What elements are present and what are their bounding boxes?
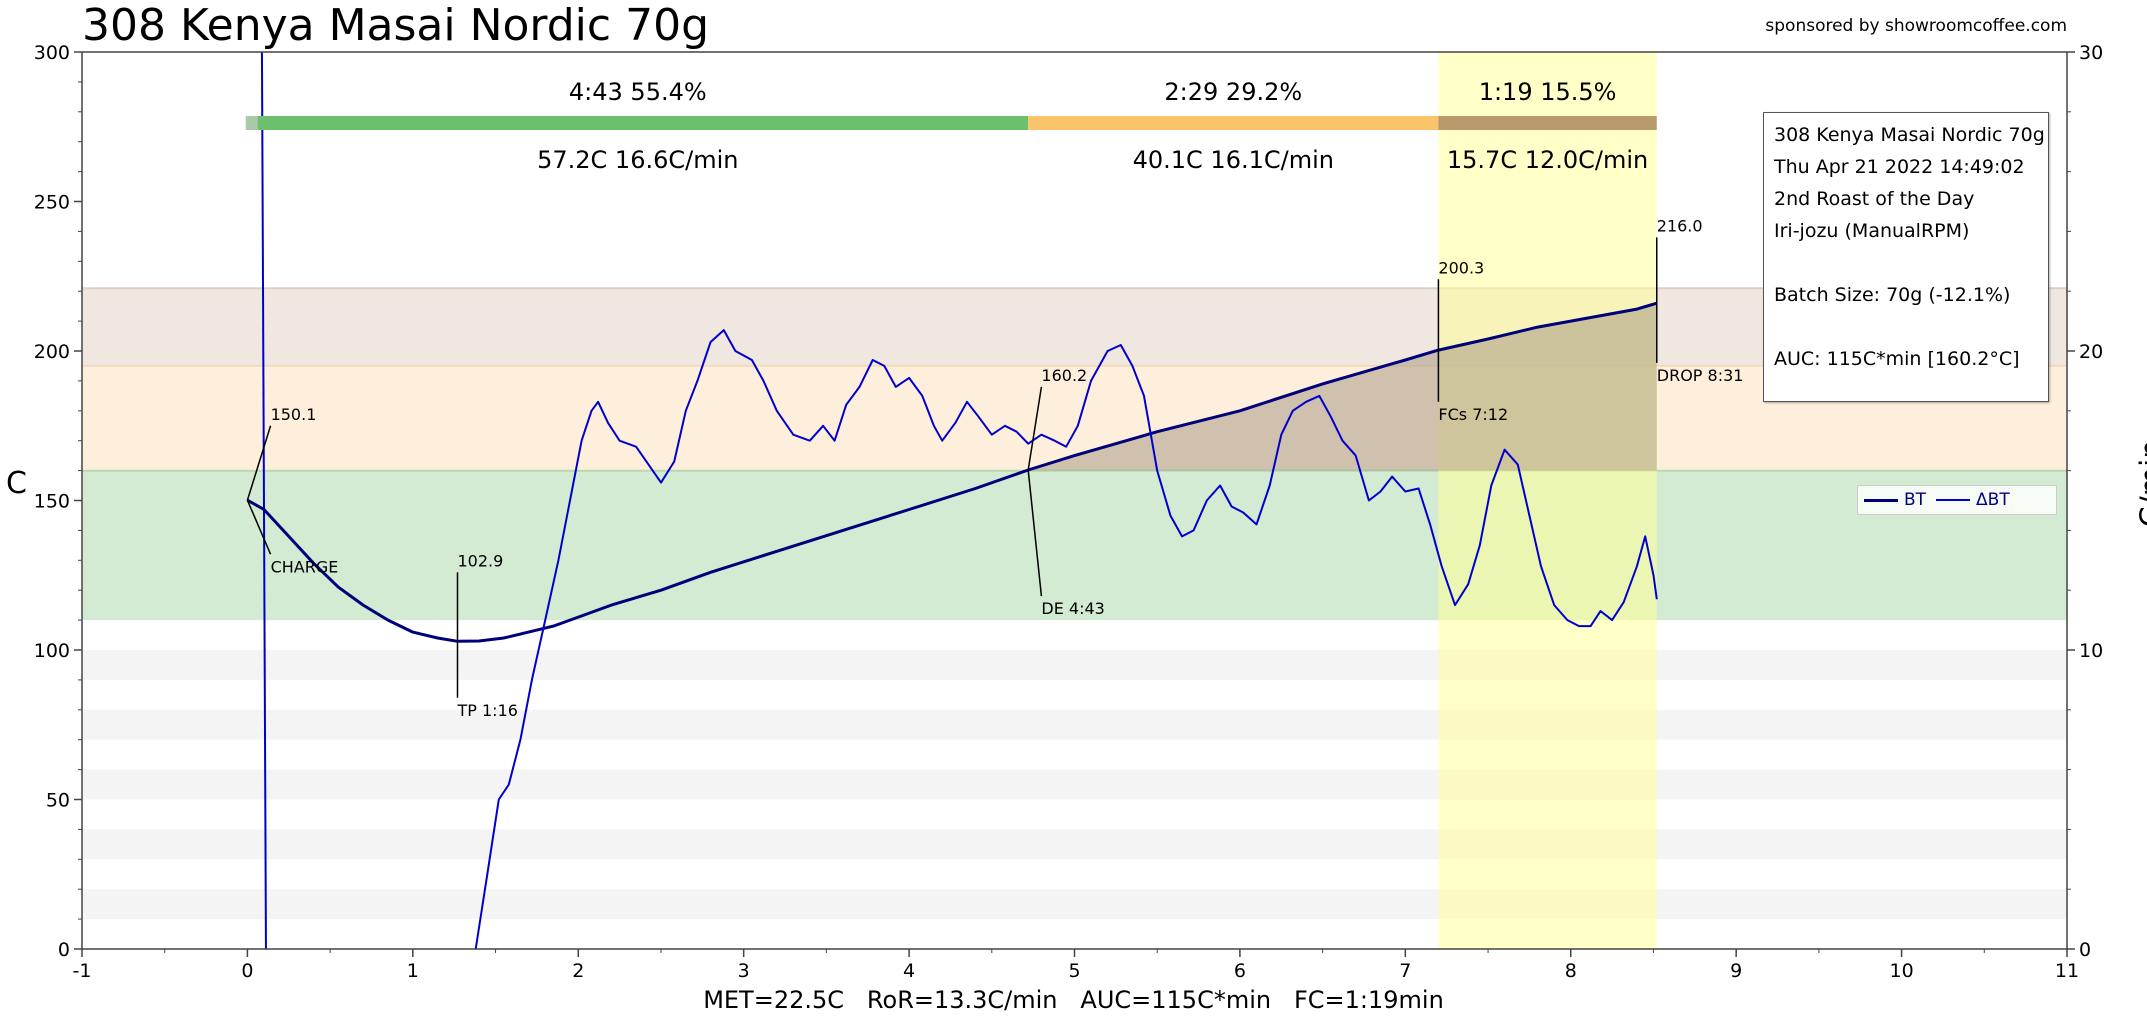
series-line-ΔBT	[474, 329, 1658, 950]
chart-title: 308 Kenya Masai Nordic 70g	[82, 0, 709, 51]
grid-stripe	[82, 829, 2067, 860]
sponsor-text: sponsored by showroomcoffee.com	[1765, 16, 2067, 36]
legend-item: ΔBT	[1936, 490, 2010, 510]
info-line: Thu Apr 21 2022 14:49:02	[1774, 156, 2025, 178]
annotation-label: FCs 7:12	[1438, 405, 1508, 424]
x-tick-label: 11	[2055, 960, 2079, 982]
annotation-label: 102.9	[457, 551, 503, 570]
y2-tick-label: 20	[2079, 341, 2103, 363]
phase-rate-label: 40.1C 16.1C/min	[1133, 146, 1334, 174]
charge-line	[260, 51, 267, 950]
legend-item: BT	[1864, 490, 1926, 510]
chart-series	[246, 51, 1658, 950]
chart-annotations: 150.1 CHARGE 102.9 TP 1:16 160.2 DE 4:43 200.3…	[246, 216, 1744, 720]
grid-stripe	[82, 650, 2067, 680]
band-0	[82, 470, 2067, 621]
legend: BT ΔBT	[1857, 485, 2057, 515]
x-tick-label: 5	[1068, 960, 1080, 982]
x-tick-label: 4	[903, 960, 915, 982]
x-tick-label: 8	[1565, 960, 1577, 982]
info-line: 308 Kenya Masai Nordic 70g	[1774, 124, 2045, 146]
annotation-label: DROP 8:31	[1657, 366, 1744, 385]
annotation-leader	[246, 425, 272, 501]
phase-time-label: 2:29 29.2%	[1164, 78, 1302, 106]
info-line	[1774, 311, 2048, 343]
chart-grid	[82, 650, 2067, 920]
y-tick-label: 150	[34, 491, 70, 513]
phase-rate-label: 15.7C 12.0C/min	[1447, 146, 1648, 174]
y2-axis-label: C/min	[2134, 439, 2147, 528]
annotation-leader	[1027, 469, 1043, 597]
annotation-label: 216.0	[1657, 216, 1703, 235]
phase-bar: 4:43 55.4% 57.2C 16.6C/min 2:29 29.2% 40.1C…	[245, 78, 1657, 174]
y-tick-label: 0	[58, 939, 70, 961]
annotation-leader	[246, 499, 272, 555]
roast-info-box: 308 Kenya Masai Nordic 70g Thu Apr 21 202…	[1763, 112, 2049, 402]
phase-rate-label: 57.2C 16.6C/min	[537, 146, 738, 174]
x-tick-label: 10	[1889, 960, 1913, 982]
y-tick-label: 50	[46, 790, 70, 812]
footer-stats: MET=22.5C RoR=13.3C/min AUC=115C*min FC=…	[703, 986, 1444, 1014]
annotation-label: 150.1	[271, 405, 317, 424]
annotation-label: 160.2	[1041, 366, 1087, 385]
grid-stripe	[82, 769, 2067, 800]
y-tick-label: 100	[34, 640, 70, 662]
legend-swatch	[1864, 498, 1898, 502]
annotation-label: 200.3	[1438, 258, 1484, 277]
grid-stripe	[82, 889, 2067, 920]
x-tick-label: 7	[1399, 960, 1411, 982]
y2-tick-label: 0	[2079, 939, 2091, 961]
band-2	[82, 288, 2067, 366]
info-line	[1774, 247, 2048, 279]
y-tick-label: 250	[34, 192, 70, 214]
info-line: Batch Size: 70g (-12.1%)	[1774, 284, 2011, 306]
grid-stripe	[82, 709, 2067, 740]
band-1	[82, 365, 2067, 471]
phase-bar-cap	[245, 116, 258, 130]
x-tick-label: -1	[73, 960, 92, 982]
chart-bands	[82, 287, 2067, 621]
phase-bar-2	[1438, 116, 1657, 130]
annotation-label: CHARGE	[271, 557, 339, 576]
chart-axes: -1 0 1 2 3 4 5 6 7 8 9 10 11050100150200250300010203…	[34, 42, 2103, 982]
fc-window	[1438, 52, 1657, 949]
annotation-label: DE 4:43	[1041, 599, 1104, 618]
auc-area	[1028, 303, 1657, 471]
y2-tick-label: 30	[2079, 42, 2103, 64]
y-axis-label: C	[6, 466, 27, 501]
x-tick-label: 6	[1234, 960, 1246, 982]
info-line: 2nd Roast of the Day	[1774, 188, 1975, 210]
annotation-leader	[1027, 386, 1043, 471]
x-tick-label: 1	[407, 960, 419, 982]
legend-label: ΔBT	[1976, 490, 2010, 510]
y2-tick-label: 10	[2079, 640, 2103, 662]
phase-time-label: 4:43 55.4%	[569, 78, 707, 106]
x-tick-label: 0	[241, 960, 253, 982]
x-tick-label: 2	[572, 960, 584, 982]
phase-bar-0	[247, 116, 1029, 130]
info-line: AUC: 115C*min [160.2°C]	[1774, 348, 2020, 370]
series-line-BT	[246, 301, 1658, 643]
legend-swatch	[1936, 499, 1971, 501]
legend-label: BT	[1904, 490, 1927, 510]
annotation-label: TP 1:16	[456, 701, 517, 720]
info-line: Iri-jozu (ManualRPM)	[1774, 220, 1970, 242]
y-tick-label: 200	[34, 341, 70, 363]
phase-bar-1	[1028, 116, 1439, 130]
phase-time-label: 1:19 15.5%	[1479, 78, 1617, 106]
y-tick-label: 300	[34, 42, 70, 64]
fc-window-rect	[1438, 52, 1657, 949]
x-tick-label: 3	[738, 960, 750, 982]
auc-fill	[1028, 303, 1657, 471]
x-tick-label: 9	[1730, 960, 1742, 982]
